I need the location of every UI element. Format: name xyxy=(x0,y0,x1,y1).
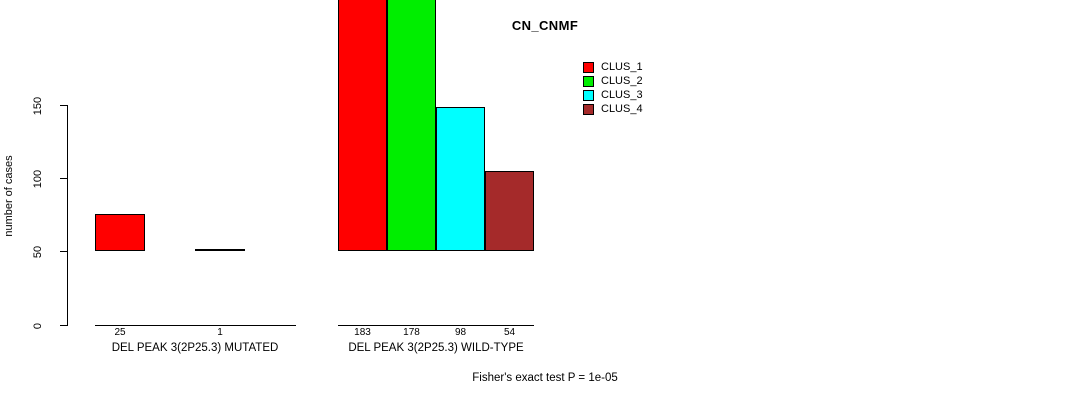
bar-value-label-183: 183 xyxy=(354,327,371,338)
legend-swatch-icon-clus2 xyxy=(583,76,594,87)
y-tick-mark-100 xyxy=(60,178,67,179)
bar-group-mutated: 25 1 xyxy=(95,0,296,338)
legend-label-clus3: CLUS_3 xyxy=(601,89,643,101)
y-tick-label-150: 150 xyxy=(32,96,44,116)
chart-title: CN_CNMF xyxy=(511,18,579,33)
y-tick-mark-50 xyxy=(60,251,67,252)
x-group-label-wildtype: DEL PEAK 3(2P25.3) WILD-TYPE xyxy=(348,342,524,354)
y-tick-label-0: 0 xyxy=(32,322,44,330)
bar-clus1-mutated[interactable] xyxy=(95,214,145,251)
bar-group-wildtype: 183 178 98 54 xyxy=(338,0,534,338)
bar-clus4-wildtype[interactable] xyxy=(485,171,534,251)
bar-value-label-98: 98 xyxy=(454,327,467,338)
x-group-label-mutated: DEL PEAK 3(2P25.3) MUTATED xyxy=(111,342,279,354)
legend-label-clus4: CLUS_4 xyxy=(601,103,643,115)
legend-swatch-icon-clus4 xyxy=(583,104,594,115)
legend-swatch-icon-clus3 xyxy=(583,90,594,101)
bar-clus3-mutated[interactable] xyxy=(195,249,245,251)
baseline-group-2 xyxy=(338,325,534,326)
y-tick-label-50: 50 xyxy=(32,245,44,259)
bar-value-label-25: 25 xyxy=(114,327,126,338)
y-axis-title: number of cases xyxy=(3,155,15,237)
bar-value-label-54: 54 xyxy=(503,327,516,338)
y-tick-label-100: 100 xyxy=(32,169,44,189)
statistical-annotation: Fisher's exact test P = 1e-05 xyxy=(472,372,618,384)
bar-clus2-wildtype[interactable] xyxy=(387,0,436,251)
bar-clus3-wildtype[interactable] xyxy=(436,107,485,251)
baseline-group-1 xyxy=(95,325,296,326)
bar-value-label-1: 1 xyxy=(217,327,223,338)
bar-value-label-178: 178 xyxy=(403,327,420,338)
y-tick-mark-150 xyxy=(60,105,67,106)
legend-label-clus2: CLUS_2 xyxy=(601,75,643,87)
plot-area: 0 50 100 150 number of cases 25 1 DEL PE… xyxy=(3,0,534,354)
legend-label-clus1: CLUS_1 xyxy=(601,61,643,73)
y-tick-mark-0 xyxy=(60,325,67,326)
y-axis-line xyxy=(67,105,68,326)
legend-swatch-icon-clus1 xyxy=(583,62,594,73)
bar-clus1-wildtype[interactable] xyxy=(338,0,387,251)
